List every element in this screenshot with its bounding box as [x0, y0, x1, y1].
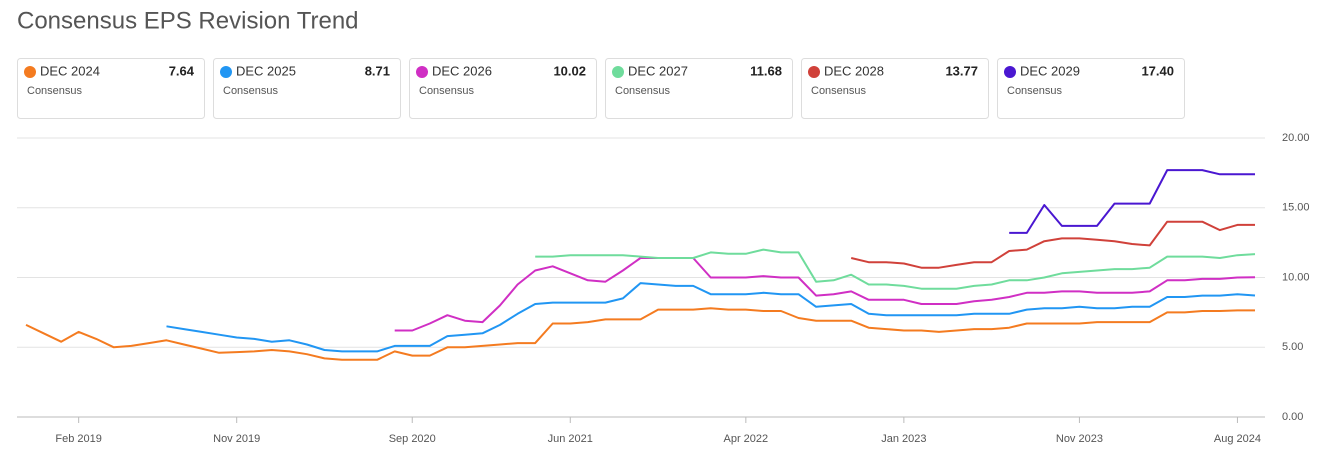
y-tick-label: 5.00	[1282, 341, 1303, 353]
legend-sub: Consensus	[615, 85, 671, 97]
x-tick-label: Feb 2019	[55, 433, 101, 445]
card-box	[997, 58, 1185, 119]
series-line	[25, 307, 1255, 361]
x-tick-label: Jan 2023	[881, 433, 926, 445]
x-tick-label: Jun 2021	[548, 433, 593, 445]
legend-card: DEC 2026 10.02 Consensus	[409, 58, 597, 119]
legend-sub: Consensus	[811, 85, 867, 97]
x-tick-label: Nov 2023	[1056, 433, 1103, 445]
card-box	[17, 58, 205, 119]
legend-sub: Consensus	[1007, 85, 1063, 97]
legend-card: DEC 2025 8.71 Consensus	[213, 58, 401, 119]
card-box	[605, 58, 793, 119]
legend-name: DEC 2029	[1020, 63, 1080, 78]
legend-dot	[220, 66, 232, 78]
series-line	[166, 282, 1256, 353]
x-tick-label: Nov 2019	[213, 433, 260, 445]
legend-value: 7.64	[169, 63, 195, 78]
legend-sub: Consensus	[27, 85, 83, 97]
legend-dot	[808, 66, 820, 78]
x-tick-label: Sep 2020	[389, 433, 436, 445]
legend-card: DEC 2028 13.77 Consensus	[801, 58, 989, 119]
legend-name: DEC 2026	[432, 63, 492, 78]
legend-dot	[1004, 66, 1016, 78]
card-box	[213, 58, 401, 119]
chart-title: Consensus EPS Revision Trend	[17, 7, 359, 34]
y-tick-label: 0.00	[1282, 411, 1303, 423]
legend-sub: Consensus	[419, 85, 475, 97]
legend-value: 8.71	[365, 63, 390, 78]
legend-value: 10.02	[553, 63, 586, 78]
x-tick-label: Aug 2024	[1214, 433, 1261, 445]
legend-card: DEC 2027 11.68 Consensus	[605, 58, 793, 119]
series-line	[850, 220, 1255, 269]
legend-value: 11.68	[750, 63, 782, 78]
y-tick-label: 15.00	[1282, 202, 1310, 214]
legend-card: DEC 2029 17.40 Consensus	[997, 58, 1185, 119]
card-box	[409, 58, 597, 119]
series-line	[394, 257, 1256, 332]
legend-card: DEC 2024 7.64 Consensus	[17, 58, 205, 119]
series-line	[535, 248, 1256, 290]
x-tick-label: Apr 2022	[724, 433, 769, 445]
legend-name: DEC 2025	[236, 63, 296, 78]
card-box	[801, 58, 989, 119]
legend-sub: Consensus	[223, 85, 279, 97]
legend-dot	[612, 66, 624, 78]
series-line	[1009, 169, 1255, 234]
y-tick-label: 20.00	[1282, 132, 1310, 144]
y-tick-label: 10.00	[1282, 271, 1310, 283]
legend-dot	[416, 66, 428, 78]
legend-name: DEC 2027	[628, 63, 688, 78]
legend-value: 17.40	[1141, 63, 1174, 78]
legend-name: DEC 2024	[40, 63, 100, 78]
legend-value: 13.77	[945, 63, 978, 78]
legend-name: DEC 2028	[824, 63, 884, 78]
legend-dot	[24, 66, 36, 78]
